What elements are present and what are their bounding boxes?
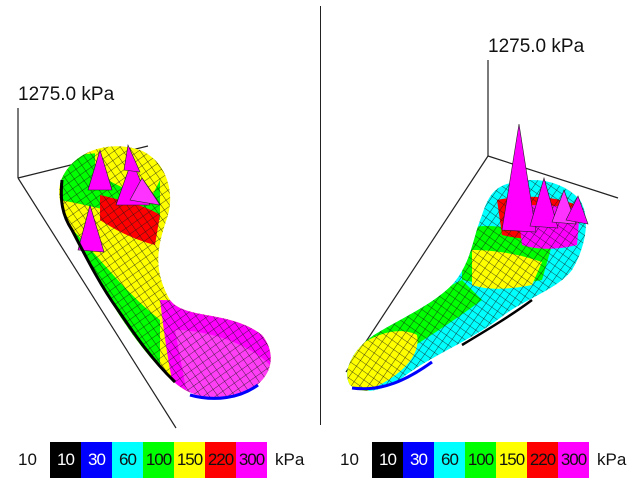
legend-bin: 300 [558,442,589,478]
legend-bin: 30 [403,442,434,478]
legend-unit: kPa [275,450,305,469]
legend-min-label: 10 [18,450,37,469]
legend-bin: 60 [112,442,143,478]
panel-divider [320,6,321,425]
left-foot-panel: 1275.0 kPa 10 10 30 60 100 150 220 300 k… [0,0,321,495]
left-pressure-surface [17,108,271,429]
left-z-max-label: 1275.0 kPa [18,84,115,105]
legend-min-label: 10 [340,450,359,469]
legend-bin: 300 [236,442,267,478]
left-toe-peaks [77,143,161,253]
right-color-legend: 10 10 30 60 100 150 220 300 kPa [340,440,626,480]
legend-bin: 100 [465,442,496,478]
legend-bin: 10 [372,442,403,478]
right-foot-panel: 1275.0 kPa 10 10 30 60 100 150 220 300 k… [322,0,643,495]
legend-bin: 220 [527,442,558,478]
left-color-legend: 10 10 30 60 100 150 220 300 kPa [18,440,304,480]
right-toe-peaks [501,123,589,233]
right-pressure-surface [345,60,619,391]
legend-bin: 220 [205,442,236,478]
legend-bin: 10 [50,442,81,478]
right-z-max-label: 1275.0 kPa [488,36,585,57]
legend-bin: 30 [81,442,112,478]
legend-unit: kPa [597,450,627,469]
legend-bin: 100 [143,442,174,478]
legend-bin: 60 [434,442,465,478]
right-axes [345,60,619,373]
legend-bin: 150 [174,442,205,478]
legend-bin: 150 [496,442,527,478]
